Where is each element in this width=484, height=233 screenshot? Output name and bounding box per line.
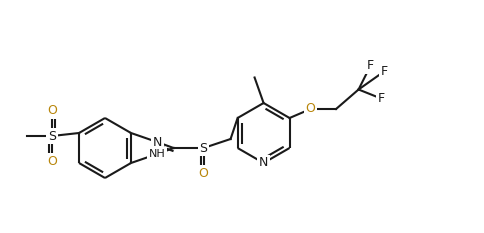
Text: F: F	[367, 59, 374, 72]
Text: O: O	[305, 103, 316, 116]
Text: O: O	[198, 167, 209, 180]
Text: F: F	[378, 92, 385, 105]
Text: N: N	[152, 136, 162, 148]
Text: S: S	[48, 130, 56, 143]
Text: O: O	[47, 155, 57, 168]
Text: N: N	[259, 157, 268, 169]
Text: O: O	[47, 104, 57, 117]
Text: NH: NH	[149, 149, 166, 159]
Text: S: S	[199, 141, 208, 154]
Text: F: F	[380, 65, 388, 78]
